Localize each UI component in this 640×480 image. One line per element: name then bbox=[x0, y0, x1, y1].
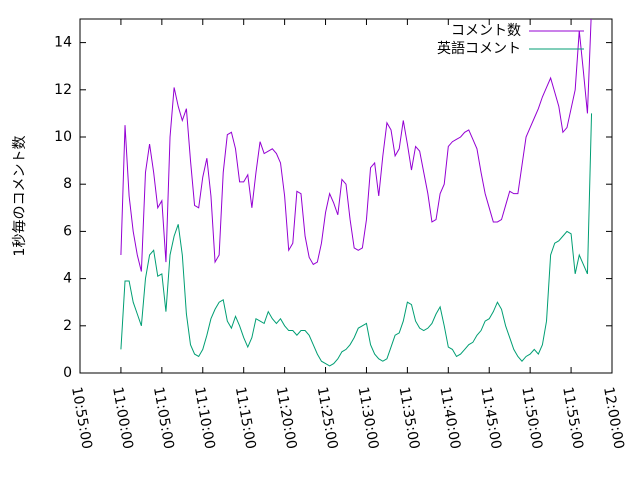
x-tick-label: 11:35:00 bbox=[396, 386, 423, 451]
y-tick-label: 0 bbox=[63, 365, 72, 381]
y-axis-label: 1秒毎のコメント数 bbox=[12, 136, 28, 257]
series-line bbox=[120, 19, 592, 272]
series-line bbox=[120, 113, 593, 367]
x-tick-label: 11:15:00 bbox=[232, 386, 259, 451]
y-tick-label: 2 bbox=[63, 318, 72, 334]
x-tick-label: 11:45:00 bbox=[477, 386, 504, 451]
x-tick-label: 12:00:00 bbox=[600, 386, 627, 451]
x-tick-label: 11:25:00 bbox=[314, 386, 341, 451]
y-tick-label: 6 bbox=[63, 223, 72, 239]
x-tick-label: 11:10:00 bbox=[191, 386, 218, 451]
y-tick-label: 12 bbox=[54, 82, 72, 98]
y-tick-label: 10 bbox=[54, 129, 72, 145]
plot-border bbox=[79, 18, 613, 374]
x-tick-label: 11:30:00 bbox=[355, 386, 382, 451]
legend-label: 英語コメント bbox=[437, 40, 521, 57]
x-tick-label: 11:05:00 bbox=[150, 386, 177, 451]
x-tick-label: 11:55:00 bbox=[559, 386, 586, 451]
y-tick-label: 14 bbox=[54, 35, 72, 51]
plot-area bbox=[120, 19, 593, 367]
y-tick-label: 8 bbox=[63, 176, 72, 192]
x-tick-label: 11:50:00 bbox=[518, 386, 545, 451]
x-tick-label: 11:40:00 bbox=[436, 386, 463, 451]
legend-label: コメント数 bbox=[451, 23, 521, 39]
x-tick-label: 11:20:00 bbox=[273, 386, 300, 451]
x-tick-label: 11:00:00 bbox=[109, 386, 136, 451]
x-tick-label: 10:55:00 bbox=[68, 386, 95, 451]
y-tick-label: 4 bbox=[63, 271, 72, 287]
